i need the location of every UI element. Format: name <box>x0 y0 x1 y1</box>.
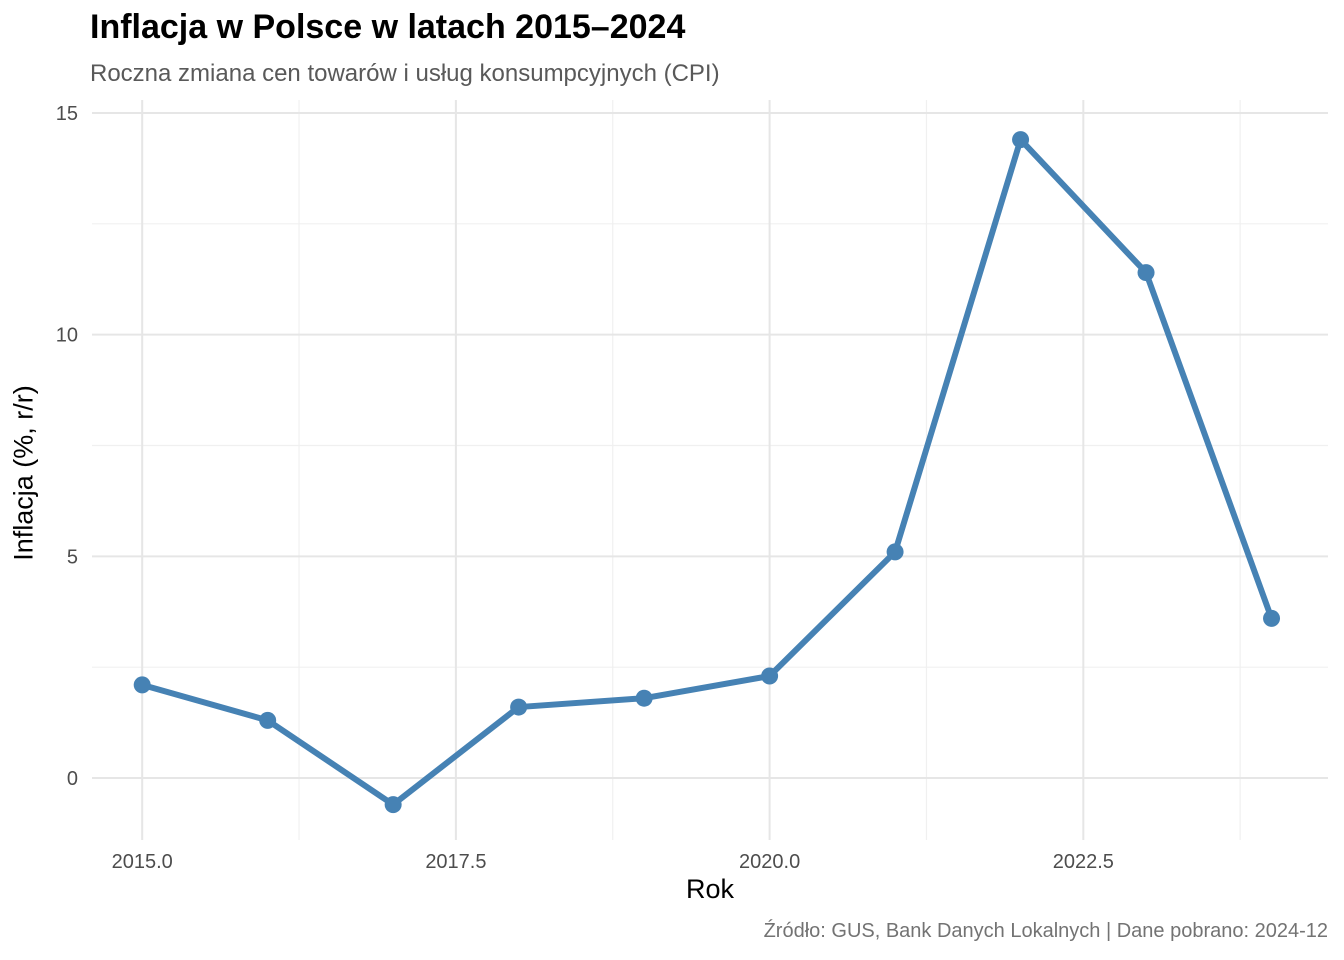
y-tick-label: 10 <box>56 325 78 347</box>
series-line <box>139 136 1275 808</box>
series-layer <box>133 131 1281 814</box>
y-axis-title: Inflacja (%, r/r) <box>8 385 39 561</box>
data-point <box>133 676 151 694</box>
grid-major <box>92 100 1328 840</box>
x-axis-title: Rok <box>685 874 734 904</box>
data-point <box>384 796 402 814</box>
x-axis-ticks: 2015.0 2017.5 2020.0 2022.5 <box>112 851 1114 873</box>
x-tick-label: 2022.5 <box>1053 851 1114 873</box>
y-axis-ticks: 0 5 10 15 <box>56 103 78 790</box>
y-tick-label: 0 <box>67 768 78 790</box>
data-point <box>761 667 779 685</box>
data-point <box>635 689 653 707</box>
data-point <box>1263 609 1281 627</box>
y-tick-label: 5 <box>67 546 78 568</box>
x-tick-label: 2015.0 <box>112 851 173 873</box>
y-tick-label: 15 <box>56 103 78 125</box>
x-tick-label: 2020.0 <box>739 851 800 873</box>
chart-title: Inflacja w Polsce w latach 2015–2024 <box>90 8 686 46</box>
data-point <box>510 698 528 716</box>
data-point <box>1012 131 1030 149</box>
data-point <box>886 543 904 561</box>
chart-caption: Źródło: GUS, Bank Danych Lokalnych | Dan… <box>763 920 1328 942</box>
x-tick-label: 2017.5 <box>425 851 486 873</box>
chart-subtitle: Roczna zmiana cen towarów i usług konsum… <box>90 60 720 87</box>
grid-minor <box>92 100 1328 840</box>
data-point <box>259 711 277 729</box>
data-point <box>1137 264 1155 282</box>
